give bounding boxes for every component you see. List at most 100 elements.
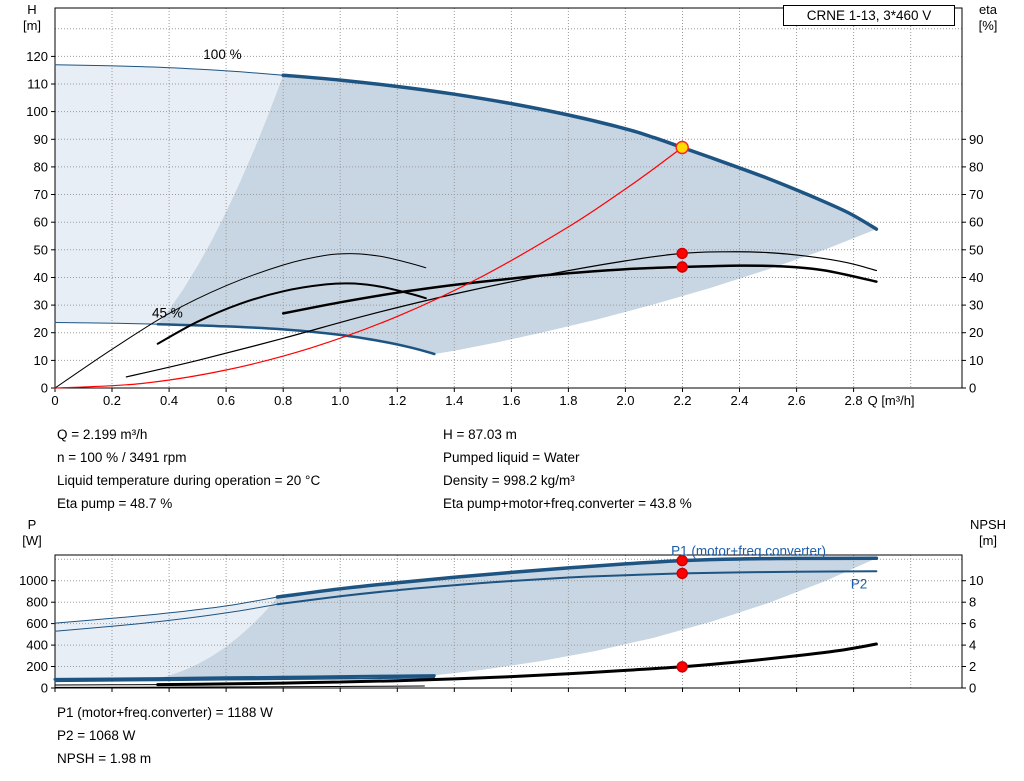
- chart-annotation: P1 (motor+freq.converter): [671, 544, 826, 559]
- svg-text:600: 600: [26, 616, 48, 631]
- p1-low-flow-curve: [54, 596, 278, 624]
- qh-45-curve: [156, 322, 436, 356]
- svg-text:1000: 1000: [19, 573, 48, 588]
- svg-text:1.4: 1.4: [445, 393, 463, 408]
- p2-marker: [676, 567, 688, 580]
- svg-text:2.8: 2.8: [845, 393, 863, 408]
- info-line: Q = 2.199 m³/h: [57, 427, 148, 442]
- svg-text:6: 6: [969, 616, 976, 631]
- svg-text:200: 200: [26, 659, 48, 674]
- envelope-areas: [55, 558, 877, 680]
- system-resistance-curve: [54, 146, 683, 389]
- duty-info-right-column: H = 87.03 m Pumped liquid = Water Density …: [443, 423, 692, 515]
- svg-text:40: 40: [969, 270, 983, 285]
- y-right-axis-title: NPSH: [970, 517, 1006, 532]
- svg-text:0.8: 0.8: [274, 393, 292, 408]
- svg-text:120: 120: [26, 49, 48, 64]
- svg-text:10: 10: [969, 353, 983, 368]
- y-left-axis-title: [W]: [22, 533, 42, 548]
- svg-text:30: 30: [34, 298, 48, 313]
- svg-text:20: 20: [969, 325, 983, 340]
- svg-text:80: 80: [34, 159, 48, 174]
- y-right-axis-title: eta: [979, 2, 998, 17]
- info-line: Liquid temperature during operation = 20…: [57, 473, 321, 488]
- svg-text:10: 10: [34, 353, 48, 368]
- p2-45-curve: [54, 677, 436, 683]
- p1-curve: [275, 556, 879, 599]
- svg-text:0.4: 0.4: [160, 393, 178, 408]
- svg-text:1.2: 1.2: [388, 393, 406, 408]
- svg-text:0.6: 0.6: [217, 393, 235, 408]
- npsh-marker: [676, 661, 688, 673]
- svg-text:60: 60: [969, 215, 983, 230]
- axis-ticks-labels: 0 0.2 0.4 0.6 0.8 1.0 1.2 1.4 1.6 1.8 2.0 2.2 2.4 2.6…: [23, 2, 998, 408]
- info-line: H = 87.03 m: [443, 427, 517, 442]
- svg-text:2.6: 2.6: [788, 393, 806, 408]
- svg-text:0: 0: [969, 381, 976, 396]
- plot-frame: [54, 7, 963, 389]
- x-axis-title: Q [m³/h]: [868, 393, 915, 408]
- eta-pump-45-curve: [54, 253, 427, 389]
- bottom-chart: 0 200 400 600 800 1000 0 2 4 6 8 10 P[W] NPSH[m] P1 (m…: [19, 517, 1006, 696]
- npsh-curve: [156, 642, 878, 687]
- svg-text:800: 800: [26, 595, 48, 610]
- plot-frame: [54, 554, 963, 689]
- eta-total-curve: [281, 264, 878, 315]
- power-envelope-low-flow: [55, 597, 278, 680]
- svg-text:20: 20: [34, 325, 48, 340]
- p2-low-flow-curve: [54, 603, 278, 632]
- info-line: NPSH = 1.98 m: [57, 751, 152, 766]
- svg-text:90: 90: [34, 132, 48, 147]
- qh-45-low-flow-curve: [54, 322, 159, 325]
- axis-ticks-labels: 0 200 400 600 800 1000 0 2 4 6 8 10 P[W] NPSH[m]: [19, 517, 1006, 696]
- gridlines: [55, 8, 962, 388]
- eta-pump-curve: [125, 251, 877, 378]
- svg-text:70: 70: [969, 187, 983, 202]
- curves: [54, 64, 879, 389]
- duty-info-left-column: Q = 2.199 m³/h n = 100 % / 3491 rpm Liquid…: [57, 423, 320, 515]
- svg-text:8: 8: [969, 595, 976, 610]
- npsh-45-curve: [54, 685, 425, 688]
- info-line: Density = 998.2 kg/m³: [443, 473, 575, 488]
- qh-100-curve: [281, 73, 879, 231]
- svg-text:90: 90: [969, 132, 983, 147]
- top-chart: 0 0.2 0.4 0.6 0.8 1.0 1.2 1.4 1.6 1.8 2.0 2.2 2.4 2.6…: [23, 2, 998, 408]
- svg-text:2: 2: [969, 659, 976, 674]
- y-right-axis-title: [m]: [979, 533, 997, 548]
- svg-text:0: 0: [969, 681, 976, 696]
- qh-100-low-flow-curve: [54, 64, 284, 76]
- svg-text:400: 400: [26, 638, 48, 653]
- y-left-axis-title: [m]: [23, 18, 41, 33]
- svg-text:50: 50: [969, 242, 983, 257]
- svg-text:110: 110: [27, 77, 48, 92]
- chart-annotation: 100 %: [203, 47, 241, 62]
- y-left-axis-title: P: [28, 517, 37, 532]
- y-left-axis-title: H: [27, 2, 36, 17]
- info-line: P1 (motor+freq.converter) = 1188 W: [57, 705, 273, 720]
- p1-45-curve: [53, 674, 436, 681]
- info-line: P2 = 1068 W: [57, 728, 136, 743]
- svg-text:100: 100: [26, 104, 48, 119]
- svg-text:0: 0: [41, 381, 48, 396]
- eta-total-marker: [676, 261, 688, 273]
- svg-text:1.0: 1.0: [331, 393, 349, 408]
- svg-text:60: 60: [34, 215, 48, 230]
- info-line: Eta pump+motor+freq.converter = 43.8 %: [443, 496, 692, 511]
- svg-text:2.2: 2.2: [673, 393, 691, 408]
- svg-text:1.6: 1.6: [502, 393, 520, 408]
- svg-text:4: 4: [969, 638, 976, 653]
- svg-text:1.8: 1.8: [559, 393, 577, 408]
- curves: [53, 556, 879, 688]
- info-line: Eta pump = 48.7 %: [57, 496, 173, 511]
- svg-text:2.4: 2.4: [730, 393, 748, 408]
- pump-model-title: CRNE 1-13, 3*460 V: [783, 5, 955, 26]
- y-right-axis-title: [%]: [979, 18, 998, 33]
- svg-text:80: 80: [969, 159, 983, 174]
- svg-text:0.2: 0.2: [103, 393, 121, 408]
- svg-text:2.0: 2.0: [616, 393, 634, 408]
- duty-point-marker: [675, 140, 689, 155]
- chart-annotation: P2: [851, 576, 868, 591]
- svg-text:30: 30: [969, 298, 983, 313]
